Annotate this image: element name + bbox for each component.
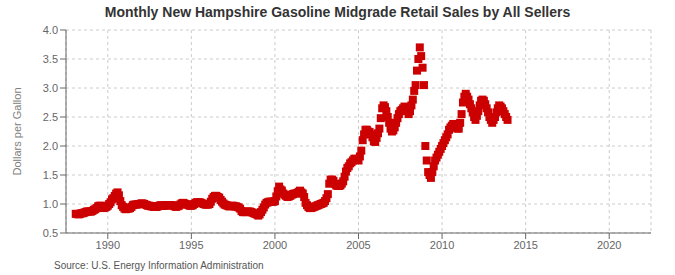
svg-text:1995: 1995 — [179, 239, 203, 251]
svg-text:3.5: 3.5 — [43, 53, 58, 65]
svg-text:1990: 1990 — [96, 239, 120, 251]
svg-text:2020: 2020 — [597, 239, 621, 251]
html-text:Source: U.S. Energy Informatio: Source: U.S. Energy Information Administ… — [54, 260, 264, 271]
svg-text:2010: 2010 — [430, 239, 454, 251]
svg-text:2000: 2000 — [263, 239, 287, 251]
svg-text:1.5: 1.5 — [43, 169, 58, 181]
html-text:Monthly New Hampshire Gasoline: Monthly New Hampshire Gasoline Midgrade … — [104, 4, 571, 20]
svg-text:2.5: 2.5 — [43, 111, 58, 123]
svg-text:Dollars per Gallon: Dollars per Gallon — [11, 87, 23, 175]
svg-text:0.5: 0.5 — [43, 227, 58, 239]
svg-text:1.0: 1.0 — [43, 198, 58, 210]
svg-text:3.0: 3.0 — [43, 82, 58, 94]
svg-text:2015: 2015 — [513, 239, 537, 251]
svg-text:2005: 2005 — [346, 239, 370, 251]
svg-text:2.0: 2.0 — [43, 140, 58, 152]
svg-text:4.0: 4.0 — [43, 24, 58, 36]
